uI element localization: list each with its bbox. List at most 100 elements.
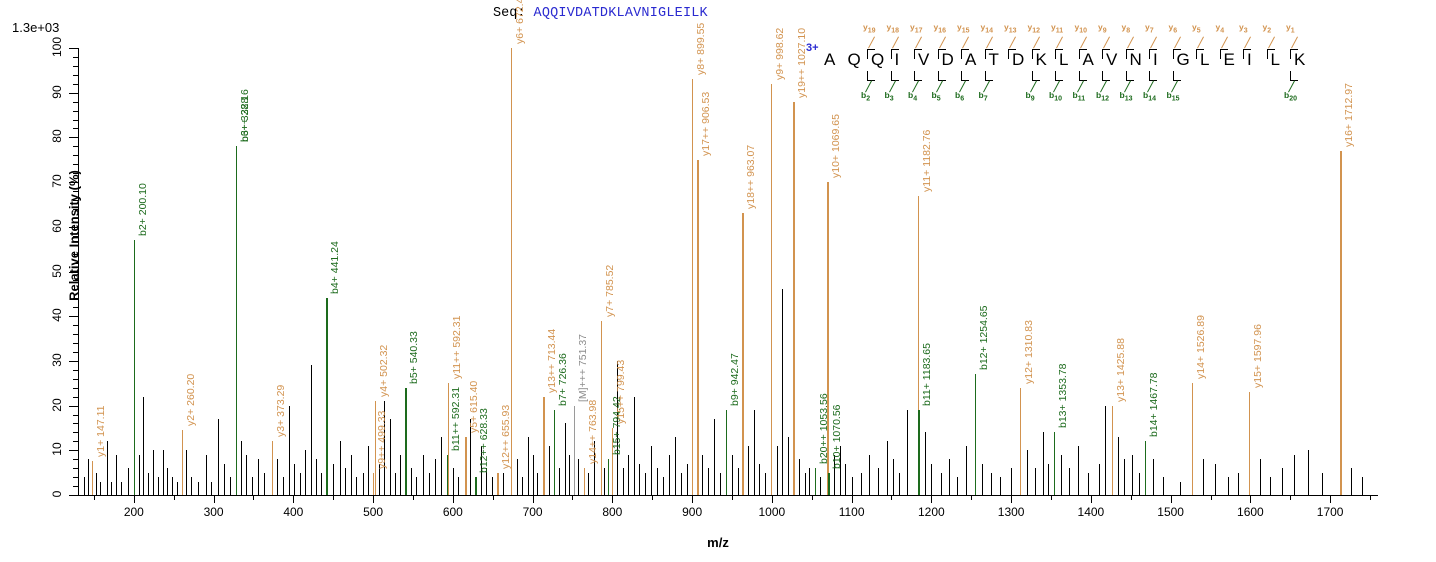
spectrum-peak — [166, 468, 168, 495]
ladder-y-ion-label: y14 — [980, 22, 994, 35]
y-axis-tick — [69, 450, 78, 452]
spectrum-peak — [258, 459, 260, 495]
spectrum-peak — [241, 441, 243, 495]
peak-label: y15+ 1597.96 — [1251, 324, 1264, 389]
x-axis-tick-label: 1200 — [918, 505, 945, 519]
spectrum-peak — [662, 477, 664, 495]
spectrum-peak — [628, 454, 630, 495]
spectrum-peak — [282, 477, 284, 495]
ladder-residue: D — [1012, 50, 1025, 69]
ladder-y-ion-label: y12 — [1027, 22, 1041, 35]
spectrum-peak-b-ion — [236, 146, 238, 495]
spectrum-peak-b-ion — [974, 374, 977, 495]
spectrum-peak-y-ion — [917, 195, 919, 495]
x-axis-tick — [373, 496, 375, 503]
y-axis-minor-tick — [73, 262, 78, 264]
ladder-y-bracket — [1290, 49, 1298, 59]
x-axis-tick-label: 1400 — [1077, 505, 1105, 519]
spectrum-peak — [645, 472, 647, 495]
ladder-residue: K — [1294, 50, 1306, 69]
spectrum-peak — [1078, 445, 1080, 495]
x-axis-minor-tick — [971, 496, 973, 500]
y-axis-minor-tick — [73, 253, 78, 255]
y-axis-minor-tick — [73, 289, 78, 291]
y-axis-minor-tick — [73, 56, 78, 58]
spectrum-peak-y-ion — [465, 436, 467, 495]
ladder-y-slash — [1009, 36, 1017, 49]
x-axis-minor-tick — [492, 496, 494, 500]
spectrum-peak — [157, 477, 159, 495]
spectrum-peak — [527, 436, 529, 495]
spectrum-peak — [991, 472, 993, 495]
y-axis-minor-tick — [73, 217, 78, 219]
spectrum-peak — [1027, 450, 1029, 495]
ladder-y-bracket — [867, 49, 875, 59]
spectrum-peak — [128, 468, 130, 495]
peak-label: y16+ 1712.97 — [1343, 82, 1356, 147]
peak-label: b20++ 1053.56 — [817, 393, 830, 465]
spectrum-peak — [532, 454, 534, 495]
x-axis-minor-tick — [1210, 496, 1212, 500]
y-axis-tick-label: 80 — [50, 129, 64, 144]
spectrum-peak — [924, 432, 926, 495]
ladder-y-bracket — [1008, 49, 1016, 59]
spectrum-peak — [205, 454, 207, 495]
spectrum-peak — [299, 472, 301, 495]
ladder-y-slash — [1103, 36, 1111, 49]
spectrum-peak — [410, 468, 412, 495]
spectrum-peak — [617, 360, 619, 495]
spectrum-peak-y-ion — [697, 159, 699, 495]
spectrum-peak — [246, 454, 248, 495]
x-axis-tick — [1090, 496, 1092, 503]
spectrum-peak — [776, 445, 778, 495]
y-axis-minor-tick — [73, 235, 78, 237]
spectrum-peak-b-ion — [828, 472, 830, 495]
spectrum-peak — [339, 441, 341, 495]
y-axis-tick — [69, 271, 78, 273]
x-axis-minor-tick — [891, 496, 893, 500]
spectrum-peak — [1282, 468, 1284, 495]
peak-label: y11+ 1182.76 — [920, 129, 933, 192]
ladder-y-ion-label: y13 — [1004, 22, 1017, 35]
sequence-header: Seq: AQQIVDATDKLAVNIGLEILK — [493, 6, 708, 21]
spectrum-peak — [88, 459, 90, 495]
ladder-y-bracket — [1055, 49, 1063, 59]
spectrum-peak — [516, 459, 518, 495]
spectrum-peak — [819, 477, 821, 495]
spectrum-peak — [657, 468, 659, 495]
x-axis-tick-label: 600 — [442, 505, 463, 519]
x-axis-minor-tick — [1130, 496, 1132, 500]
y-axis-minor-tick — [73, 378, 78, 380]
peak-label: [M]+++ 751.37 — [576, 333, 589, 402]
spectrum-peak — [668, 454, 670, 495]
spectrum-peak — [1294, 454, 1296, 495]
spectrum-peak — [1153, 459, 1155, 495]
spectrum-peak — [1259, 459, 1261, 495]
x-axis-minor-tick — [93, 496, 95, 500]
x-axis-minor-tick — [412, 496, 414, 500]
ladder-y-ion-label: y18 — [886, 22, 900, 35]
x-axis-tick-label: 200 — [123, 505, 144, 519]
spectrum-peak — [1202, 459, 1204, 495]
peak-label: y12+ 1310.83 — [1022, 319, 1035, 384]
spectrum-peak — [152, 450, 154, 495]
spectrum-peak — [288, 405, 290, 495]
spectrum-peak — [191, 477, 193, 495]
x-axis-minor-tick — [333, 496, 335, 500]
ladder-y-ion-label: y5 — [1192, 22, 1201, 35]
spectrum-peak — [435, 459, 437, 495]
peak-label: y9++ 499.33 — [375, 410, 388, 469]
spectrum-peak — [211, 481, 213, 495]
precursor-charge-badge: 3+ — [806, 42, 819, 54]
spectrum-peak — [604, 468, 606, 495]
ladder-b-ion-label: b9 — [1025, 90, 1035, 103]
spectrum-peak — [966, 445, 968, 495]
spectrum-peak — [899, 472, 901, 495]
ladder-y-bracket — [1125, 49, 1134, 59]
spectrum-peak — [491, 477, 493, 495]
x-axis-tick — [612, 496, 614, 503]
spectrum-peak — [737, 468, 739, 495]
y-axis-minor-tick — [73, 191, 78, 193]
y-axis-minor-tick — [73, 387, 78, 389]
ladder-y-ion-label: y6 — [1168, 22, 1178, 35]
